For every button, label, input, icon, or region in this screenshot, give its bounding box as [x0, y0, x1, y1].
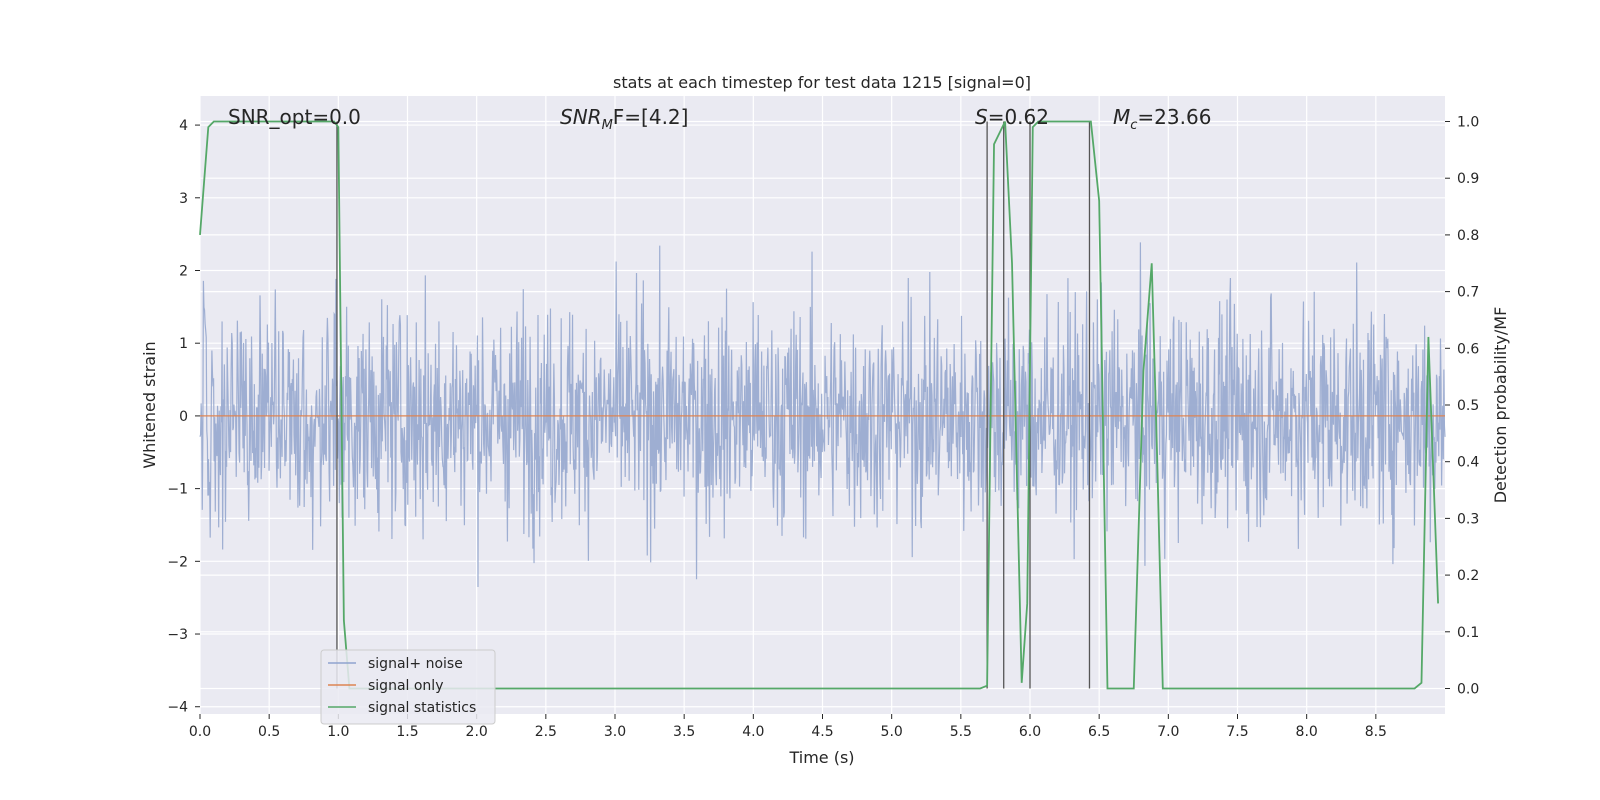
y-tick-label: 4 [179, 118, 188, 134]
y-tick-label: −3 [167, 627, 188, 643]
x-tick-label: 2.5 [535, 724, 557, 740]
x-tick-label: 5.0 [881, 724, 903, 740]
y2-tick-label: 0.5 [1457, 398, 1479, 414]
x-tick-label: 5.5 [950, 724, 972, 740]
snr-mf-rest: F=[4.2] [613, 105, 689, 129]
y2-tick-label: 0.3 [1457, 511, 1479, 527]
x-tick-label: 1.5 [396, 724, 418, 740]
legend-label-signal-only: signal only [368, 678, 443, 694]
x-tick-label: 8.0 [1296, 724, 1318, 740]
y-axis-ticks: 4 3 2 1 0 −1 −2 −3 −4 [167, 118, 200, 716]
y2-tick-label: 0.0 [1457, 681, 1479, 697]
mc-annotation: Mc=23.66 [1113, 105, 1211, 133]
y2-tick-label: 0.7 [1457, 285, 1479, 301]
chart-title: stats at each timestep for test data 121… [613, 73, 1031, 92]
snr-mf-sub: M [602, 118, 613, 133]
snr-opt-annotation: SNR_opt=0.0 [228, 105, 361, 129]
snr-mf-base: SNR [560, 105, 602, 129]
noise-trace [199, 242, 1446, 587]
y-tick-label: 0 [179, 409, 188, 425]
y2-tick-label: 0.4 [1457, 455, 1479, 471]
y2-axis-ticks: 1.0 0.9 0.8 0.7 0.6 0.5 0.4 0.3 0.2 0.1 0.0 [1445, 115, 1479, 697]
legend-label-statistics: signal statistics [368, 700, 476, 716]
x-tick-label: 4.0 [742, 724, 764, 740]
x-tick-label: 8.5 [1365, 724, 1387, 740]
s-label: S [975, 105, 988, 129]
y2-tick-label: 0.9 [1457, 171, 1479, 187]
x-tick-label: 0.5 [258, 724, 280, 740]
y-tick-label: −4 [167, 700, 188, 716]
y-axis-label: Whitened strain [140, 341, 159, 468]
x-tick-label: 1.0 [327, 724, 349, 740]
mc-sub: c [1130, 118, 1137, 133]
y-tick-label: −1 [167, 482, 188, 498]
y-tick-label: −2 [167, 554, 188, 570]
s-value: =0.62 [988, 105, 1049, 129]
y2-tick-label: 1.0 [1457, 115, 1479, 131]
x-tick-label: 6.0 [1019, 724, 1041, 740]
mc-label: M [1113, 105, 1130, 129]
x-tick-label: 2.0 [466, 724, 488, 740]
signal-noise-series [199, 242, 1446, 587]
legend-box [320, 649, 496, 725]
x-axis-ticks: 0.0 0.5 1.0 1.5 2.0 2.5 3.0 3.5 4.0 4.5 5.0 5.5 6.0 6… [189, 714, 1387, 740]
y2-axis-label: Detection probability/MF [1491, 307, 1510, 504]
x-axis-label: Time (s) [788, 748, 854, 767]
x-tick-label: 7.0 [1157, 724, 1179, 740]
legend-label-noise: signal+ noise [368, 656, 463, 672]
x-tick-label: 6.5 [1088, 724, 1110, 740]
y2-tick-label: 0.6 [1457, 341, 1479, 357]
statistics-line [199, 120, 1439, 690]
s-annotation: S=0.62 [975, 105, 1049, 129]
x-tick-label: 3.5 [673, 724, 695, 740]
y-tick-label: 2 [179, 263, 188, 279]
x-tick-label: 3.0 [604, 724, 626, 740]
mc-value: =23.66 [1137, 105, 1211, 129]
y-tick-label: 1 [179, 336, 188, 352]
y2-tick-label: 0.1 [1457, 625, 1479, 641]
legend: signal+ noise signal only signal statist… [320, 649, 496, 725]
snr-mf-annotation: SNRMF=[4.2] [560, 105, 688, 133]
y2-tick-label: 0.8 [1457, 228, 1479, 244]
x-tick-label: 7.5 [1226, 724, 1248, 740]
y2-tick-label: 0.2 [1457, 568, 1479, 584]
x-tick-label: 4.5 [811, 724, 833, 740]
signal-statistics-series [199, 120, 1439, 690]
x-tick-label: 0.0 [189, 724, 211, 740]
y-tick-label: 3 [179, 191, 188, 207]
